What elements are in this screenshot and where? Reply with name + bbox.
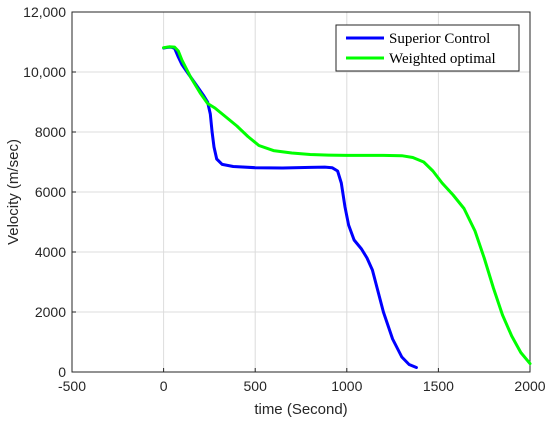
- series-line-weighted-optimal: [162, 45, 532, 366]
- legend: Superior Control Weighted optimal: [335, 24, 520, 72]
- legend-label-superior-control: Superior Control: [389, 31, 490, 47]
- y-tick-label: 10,000: [23, 64, 66, 80]
- x-tick-label: 1500: [423, 378, 454, 394]
- x-tick-label: 1000: [331, 378, 362, 394]
- x-tick-label: -500: [58, 378, 86, 394]
- y-tick-label: 2000: [35, 304, 66, 320]
- y-tick-label: 4000: [35, 244, 66, 260]
- y-tick-label: 0: [58, 364, 66, 380]
- y-tick-label: 6000: [35, 184, 66, 200]
- x-tick-label: 500: [244, 378, 268, 394]
- series-layer: [162, 45, 532, 369]
- x-axis-label: time (Second): [254, 401, 347, 418]
- legend-box: [335, 24, 520, 72]
- tick-labels: -500 0 500 1000 1500 20000200040006000800010,…: [23, 4, 546, 394]
- y-tick-label: 12,000: [23, 4, 66, 20]
- y-tick-label: 8000: [35, 124, 66, 140]
- y-axis-label: Velocity (m/sec): [5, 139, 22, 245]
- x-tick-label: 0: [160, 378, 168, 394]
- x-tick-label: 2000: [514, 378, 545, 394]
- legend-label-weighted-optimal: Weighted optimal: [389, 51, 496, 67]
